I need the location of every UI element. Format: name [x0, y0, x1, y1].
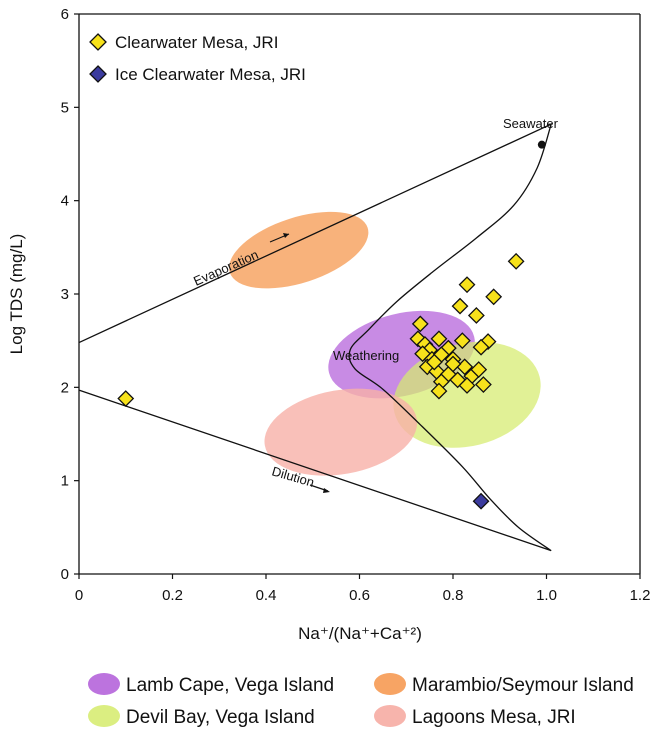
- clearwater-point-14: [430, 330, 448, 348]
- x-tick-label-4: 0.8: [443, 587, 464, 604]
- clearwater-point-10: [472, 338, 490, 356]
- clearwater-point-30: [430, 382, 448, 400]
- region-legend-label-3: Marambio/Seymour Island: [412, 675, 634, 696]
- boomerang-envelope: [78, 122, 553, 552]
- clearwater-point-5: [451, 297, 469, 315]
- region-legend-swatch-2: [88, 705, 120, 727]
- axes: 0 0.2 0.4 0.6 0.8 1.0 1.2 0 1 2 3 4 5 6 Na⁺/(Na⁺+Ca⁺²)…: [7, 6, 650, 643]
- y-axis-label: Log TDS (mg/L): [7, 234, 26, 355]
- legend-clearwater-marker: [89, 33, 107, 51]
- seawater-label: Seawater: [503, 116, 559, 131]
- region-legend-swatch-4: [374, 705, 406, 727]
- clearwater-point-11: [409, 330, 427, 348]
- region-legend-label-2: Devil Bay, Vega Island: [126, 707, 315, 728]
- region-legend-swatch-3: [374, 673, 406, 695]
- legend-ice-marker: [89, 65, 107, 83]
- seawater-point: [537, 140, 546, 149]
- x-tick-label-1: 0.2: [162, 587, 183, 604]
- region-4: [264, 388, 418, 476]
- region-legend-swatch-1: [88, 673, 120, 695]
- x-axis-label: Na⁺/(Na⁺+Ca⁺²): [298, 624, 422, 643]
- y-tick-label-1: 1: [61, 473, 69, 490]
- legend-ice-label: Ice Clearwater Mesa, JRI: [115, 65, 306, 84]
- clearwater-point-6: [467, 307, 485, 324]
- dilution-arrowhead: [323, 488, 330, 493]
- clearwater-point-4: [485, 288, 503, 306]
- clearwater-point-26: [470, 361, 488, 379]
- evaporation-arrowhead: [283, 233, 289, 238]
- region-legend-label-1: Lamb Cape, Vega Island: [126, 675, 334, 696]
- y-tick-label-0: 0: [61, 566, 69, 583]
- ice-point-1: [472, 492, 490, 510]
- clearwater-point-1: [117, 390, 135, 407]
- clearwater-point-29: [474, 376, 492, 393]
- x-tick-label-2: 0.4: [256, 587, 277, 604]
- weathering-label: Weathering: [333, 348, 399, 363]
- legend: Clearwater Mesa, JRI Ice Clearwater Mesa,…: [89, 33, 306, 84]
- x-tick-label-0: 0: [75, 587, 83, 604]
- y-tick-label-6: 6: [61, 6, 69, 23]
- y-tick-label-4: 4: [61, 193, 69, 210]
- x-tick-label-5: 1.0: [536, 587, 557, 604]
- clearwater-point-28: [458, 377, 476, 394]
- region-legend: Lamb Cape, Vega Island Marambio/Seymour I…: [88, 673, 634, 728]
- region-legend-label-4: Lagoons Mesa, JRI: [412, 707, 576, 728]
- x-tick-label-3: 0.6: [349, 587, 370, 604]
- x-tick-label-6: 1.2: [630, 587, 651, 604]
- y-tick-label-5: 5: [61, 99, 69, 116]
- clearwater-point-2: [507, 252, 525, 270]
- y-tick-label-3: 3: [61, 286, 69, 303]
- y-tick-label-2: 2: [61, 379, 69, 396]
- clearwater-point-31: [444, 355, 462, 373]
- clearwater-point-8: [453, 332, 471, 350]
- clearwater-point-32: [425, 353, 443, 371]
- region-3: [229, 211, 369, 289]
- clearwater-point-24: [449, 371, 467, 389]
- legend-clearwater-label: Clearwater Mesa, JRI: [115, 33, 278, 52]
- clearwater-point-7: [411, 315, 429, 333]
- clearwater-point-3: [458, 276, 476, 294]
